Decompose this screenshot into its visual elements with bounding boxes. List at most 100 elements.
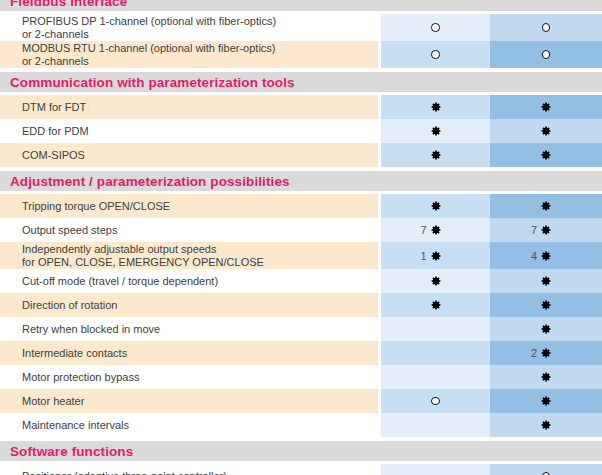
table-row: MODBUS RTU 1-channel (optional with fibe… — [0, 41, 602, 68]
filled-asterisk-icon — [541, 201, 551, 211]
filled-asterisk-icon — [541, 420, 551, 430]
feature-cell — [490, 143, 602, 167]
feature-cell: 7 — [381, 218, 490, 242]
open-circle-icon — [431, 397, 440, 406]
feature-cell — [381, 269, 490, 293]
cell-count: 7 — [531, 224, 537, 236]
cell-count: 2 — [531, 347, 537, 359]
feature-cell — [490, 413, 602, 437]
row-label: Tripping torque OPEN/CLOSE — [0, 194, 378, 218]
row-label-line: Positioner (adaptive three-point control… — [22, 470, 372, 475]
row-label: Retry when blocked in move — [0, 317, 378, 341]
row-label-line: Intermediate contacts — [22, 347, 372, 360]
filled-asterisk-icon — [431, 102, 441, 112]
row-label: PROFIBUS DP 1-channel (optional with fib… — [0, 14, 378, 41]
comparison-table: Fieldbus interface PROFIBUS DP 1-channel … — [0, 0, 602, 475]
table-row: Motor protection bypass — [0, 365, 602, 389]
table-row: Maintenance intervals — [0, 413, 602, 437]
feature-cell — [381, 389, 490, 413]
section-header: Software functions — [0, 441, 602, 461]
feature-cell — [490, 119, 602, 143]
table-row: Independently adjustable output speedsfo… — [0, 242, 602, 269]
feature-cell — [381, 194, 490, 218]
filled-asterisk-icon — [541, 300, 551, 310]
row-label-line: Direction of rotation — [22, 299, 372, 312]
row-label: Maintenance intervals — [0, 413, 378, 437]
filled-asterisk-icon — [541, 225, 551, 235]
section-header: Fieldbus interface — [0, 0, 602, 11]
feature-cell — [381, 41, 490, 68]
row-label: COM-SIPOS — [0, 143, 378, 167]
table-row: COM-SIPOS — [0, 143, 602, 167]
feature-cell — [381, 95, 490, 119]
feature-cell — [490, 194, 602, 218]
filled-asterisk-icon — [431, 126, 441, 136]
row-label: DTM for FDT — [0, 95, 378, 119]
filled-asterisk-icon — [431, 225, 441, 235]
table-row: Direction of rotation — [0, 293, 602, 317]
row-label: Motor protection bypass — [0, 365, 378, 389]
row-label: Positioner (adaptive three-point control… — [0, 464, 378, 475]
feature-cell — [381, 464, 490, 475]
feature-cell — [490, 389, 602, 413]
row-label-line: Motor heater — [22, 395, 372, 408]
section-header: Communication with parameterization tool… — [0, 72, 602, 92]
row-label-line: COM-SIPOS — [22, 149, 372, 162]
filled-asterisk-icon — [541, 276, 551, 286]
table-row: Cut-off mode (travel / torque dependent) — [0, 269, 602, 293]
filled-asterisk-icon — [541, 126, 551, 136]
row-label-line: Maintenance intervals — [22, 419, 372, 432]
filled-asterisk-icon — [541, 150, 551, 160]
table-row: Tripping torque OPEN/CLOSE — [0, 194, 602, 218]
row-label-line: DTM for FDT — [22, 101, 372, 114]
row-label: Direction of rotation — [0, 293, 378, 317]
feature-cell — [490, 269, 602, 293]
cell-count: 4 — [531, 250, 537, 262]
feature-cell — [381, 119, 490, 143]
row-label-line: or 2-channels — [22, 28, 372, 41]
section-title: Communication with parameterization tool… — [10, 75, 295, 90]
feature-cell — [490, 293, 602, 317]
table-row: DTM for FDT — [0, 95, 602, 119]
feature-cell — [490, 317, 602, 341]
feature-cell — [490, 14, 602, 41]
table-row: Retry when blocked in move — [0, 317, 602, 341]
table-row: Motor heater — [0, 389, 602, 413]
row-label-line: MODBUS RTU 1-channel (optional with fibe… — [22, 42, 372, 55]
open-circle-icon — [431, 50, 440, 59]
row-label-line: for OPEN, CLOSE, EMERGENCY OPEN/CLOSE — [22, 256, 372, 269]
row-label: Motor heater — [0, 389, 378, 413]
filled-asterisk-icon — [431, 201, 441, 211]
feature-cell: 1 — [381, 242, 490, 269]
row-label-line: Cut-off mode (travel / torque dependent) — [22, 275, 372, 288]
row-label-line: or 2-channels — [22, 55, 372, 68]
feature-cell — [381, 317, 490, 341]
row-label: Independently adjustable output speedsfo… — [0, 242, 378, 269]
cell-count: 7 — [420, 224, 426, 236]
row-label-line: PROFIBUS DP 1-channel (optional with fib… — [22, 15, 372, 28]
filled-asterisk-icon — [431, 150, 441, 160]
table-row: PROFIBUS DP 1-channel (optional with fib… — [0, 14, 602, 41]
row-label: MODBUS RTU 1-channel (optional with fibe… — [0, 41, 378, 68]
feature-cell — [490, 95, 602, 119]
feature-cell — [381, 293, 490, 317]
filled-asterisk-icon — [541, 324, 551, 334]
section-title: Software functions — [10, 444, 133, 459]
feature-cell — [490, 365, 602, 389]
feature-cell — [490, 41, 602, 68]
feature-cell: 2 — [490, 341, 602, 365]
filled-asterisk-icon — [431, 300, 441, 310]
row-label: Output speed steps — [0, 218, 378, 242]
open-circle-icon — [431, 23, 440, 32]
row-label-line: EDD for PDM — [22, 125, 372, 138]
row-label-line: Independently adjustable output speeds — [22, 243, 372, 256]
table-row: Positioner (adaptive three-point control… — [0, 464, 602, 475]
feature-cell: 7 — [490, 218, 602, 242]
row-label-line: Output speed steps — [22, 224, 372, 237]
feature-cell — [490, 464, 602, 475]
filled-asterisk-icon — [431, 251, 441, 261]
row-label: EDD for PDM — [0, 119, 378, 143]
row-label: Intermediate contacts — [0, 341, 378, 365]
filled-asterisk-icon — [541, 251, 551, 261]
row-label-line: Motor protection bypass — [22, 371, 372, 384]
